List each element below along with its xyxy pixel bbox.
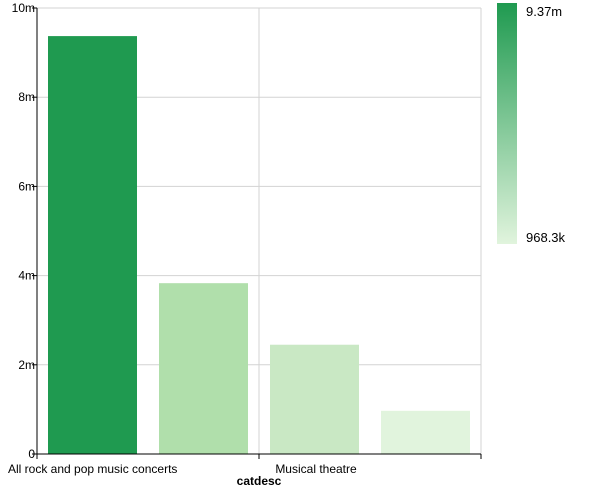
bar-0[interactable] — [48, 36, 137, 455]
y-tick-label-3: 6m — [18, 179, 35, 193]
legend-min-label: 968.3k — [526, 230, 566, 245]
y-tick-label-1: 2m — [18, 358, 35, 372]
x-tick-label-2: Musical theatre — [275, 462, 357, 476]
bar-1[interactable] — [159, 283, 248, 454]
legend-gradient-bar — [497, 3, 517, 244]
color-legend: 9.37m 968.3k — [497, 3, 566, 245]
x-axis-title: catdesc — [237, 474, 282, 488]
bar-3[interactable] — [381, 410, 470, 454]
x-axis-ticks: All rock and pop music concerts Musical t… — [8, 454, 482, 476]
y-tick-label-0: 0 — [28, 447, 35, 461]
bar-2[interactable] — [270, 344, 359, 454]
y-tick-label-4: 8m — [18, 90, 35, 104]
y-tick-label-5: 10m — [12, 1, 35, 15]
x-tick-label-0: All rock and pop music concerts — [8, 462, 177, 476]
bars — [48, 36, 470, 455]
legend-max-label: 9.37m — [526, 4, 562, 19]
y-axis-ticks: 0 2m 4m 6m 8m 10m — [12, 1, 37, 461]
y-tick-label-2: 4m — [18, 269, 35, 283]
